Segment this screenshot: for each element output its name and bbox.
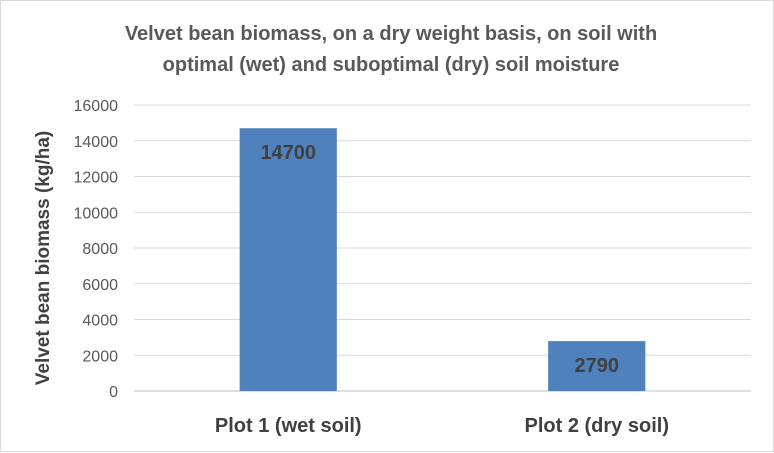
y-tick-label: 12000 [74,170,119,187]
bar-2 [548,341,646,391]
y-tick-label: 0 [109,384,118,401]
y-tick-label: 2000 [82,348,118,365]
x-tick-label: Plot 2 (dry soil) [525,415,669,437]
data-label: 2790 [575,355,620,377]
y-tick-label: 16000 [74,98,119,115]
y-tick-label: 14000 [74,134,119,151]
y-tick-label: 6000 [82,277,118,294]
data-label: 14700 [260,142,316,164]
x-tick-label: Plot 1 (wet soil) [215,415,362,437]
chart-title: Velvet bean biomass, on a dry weight bas… [61,19,721,81]
y-tick-label: 4000 [82,313,118,330]
y-tick-label: 8000 [82,241,118,258]
y-tick-label: 10000 [74,205,119,222]
bar-1 [239,128,337,392]
chart-title-line-2: optimal (wet) and suboptimal (dry) soil … [162,54,620,76]
chart-title-line-1: Velvet bean biomass, on a dry weight bas… [124,23,658,45]
